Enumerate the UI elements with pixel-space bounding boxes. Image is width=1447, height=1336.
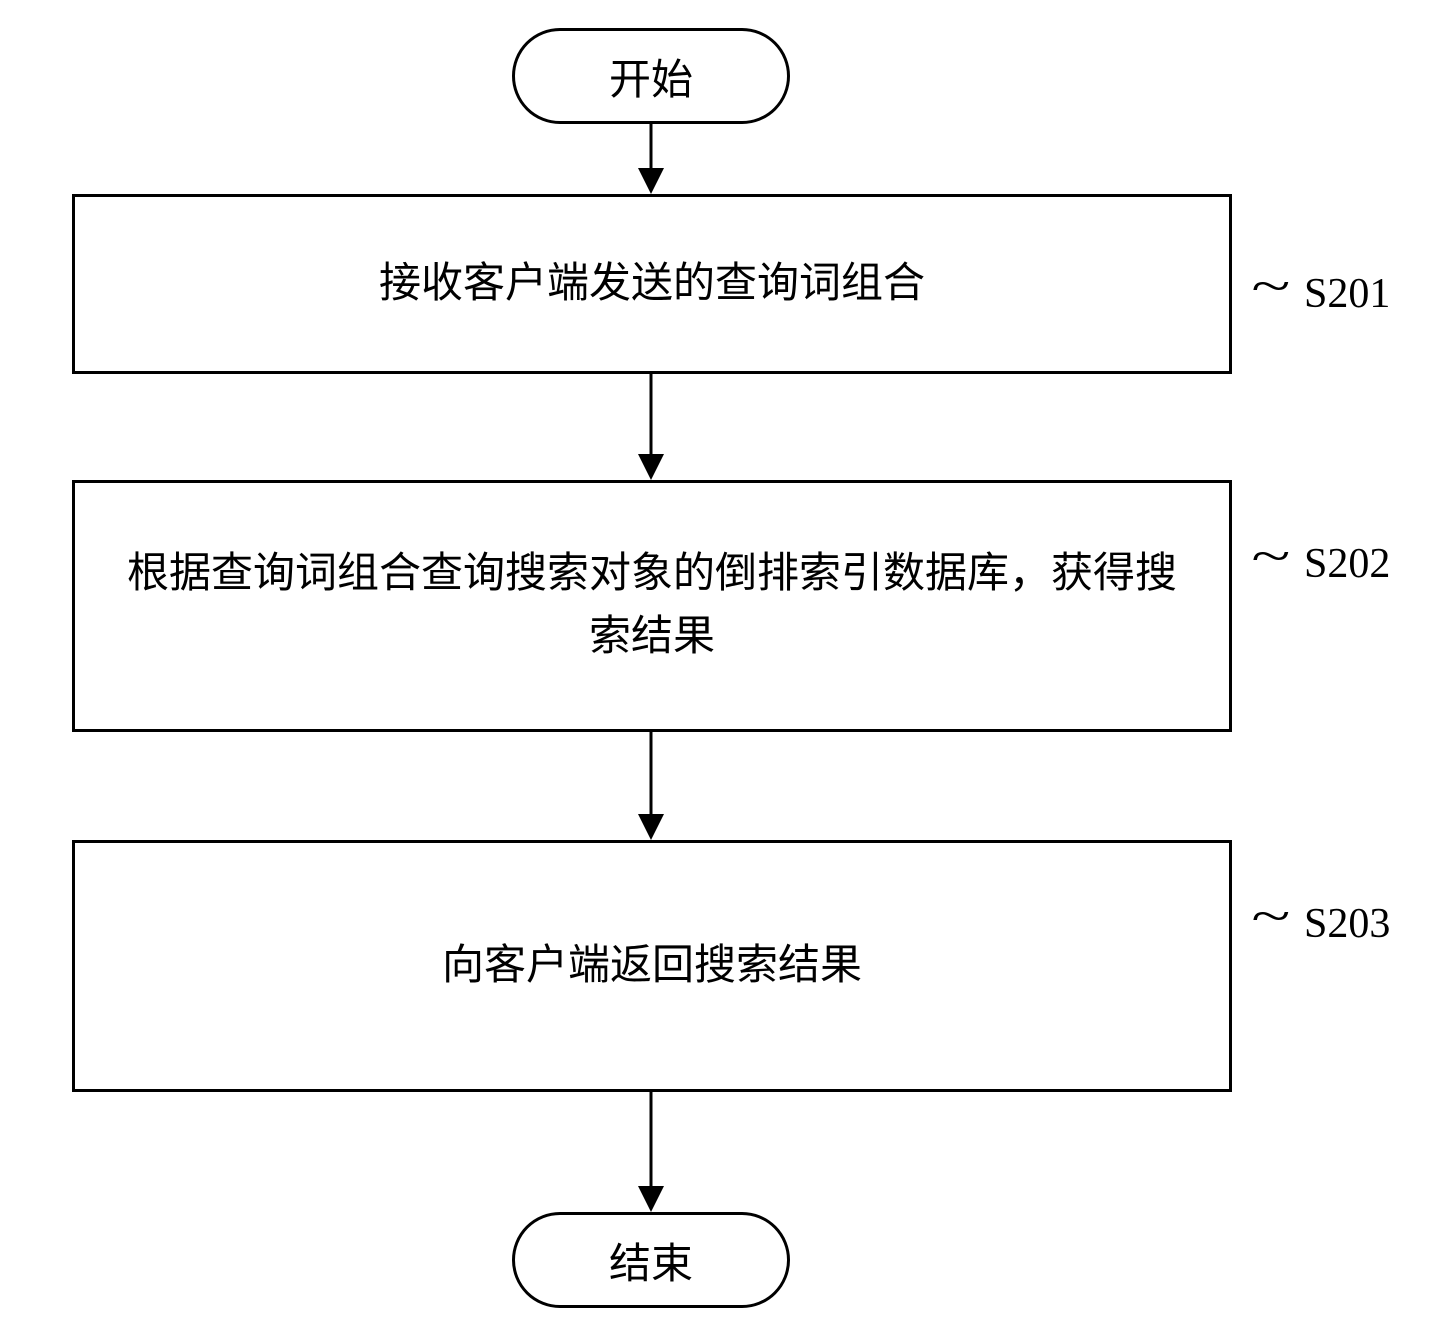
- arrow-icon: [625, 732, 677, 840]
- process-text: 根据查询词组合查询搜索对象的倒排索引数据库，获得搜索结果: [115, 543, 1189, 669]
- process-text: 向客户端返回搜索结果: [442, 935, 862, 998]
- arrow-icon: [625, 124, 677, 194]
- process-step-s203: 向客户端返回搜索结果: [72, 840, 1232, 1092]
- terminator-end: 结束: [512, 1212, 790, 1308]
- process-step-s201: 接收客户端发送的查询词组合: [72, 194, 1232, 374]
- flowchart-canvas: 开始 接收客户端发送的查询词组合 根据查询词组合查询搜索对象的倒排索引数据库，获…: [0, 0, 1447, 1336]
- terminator-end-label: 结束: [609, 1230, 693, 1291]
- tilde-icon: ~: [1251, 527, 1290, 583]
- process-text: 接收客户端发送的查询词组合: [379, 253, 925, 316]
- process-step-s202: 根据查询词组合查询搜索对象的倒排索引数据库，获得搜索结果: [72, 480, 1232, 732]
- arrow-icon: [625, 374, 677, 480]
- tilde-icon: ~: [1251, 257, 1290, 313]
- arrow-icon: [625, 1092, 677, 1212]
- step-label-s203: S203: [1304, 900, 1390, 948]
- step-label-s201: S201: [1304, 270, 1390, 318]
- step-label-s202: S202: [1304, 540, 1390, 588]
- terminator-start: 开始: [512, 28, 790, 124]
- tilde-icon: ~: [1251, 887, 1290, 943]
- terminator-start-label: 开始: [609, 46, 693, 107]
